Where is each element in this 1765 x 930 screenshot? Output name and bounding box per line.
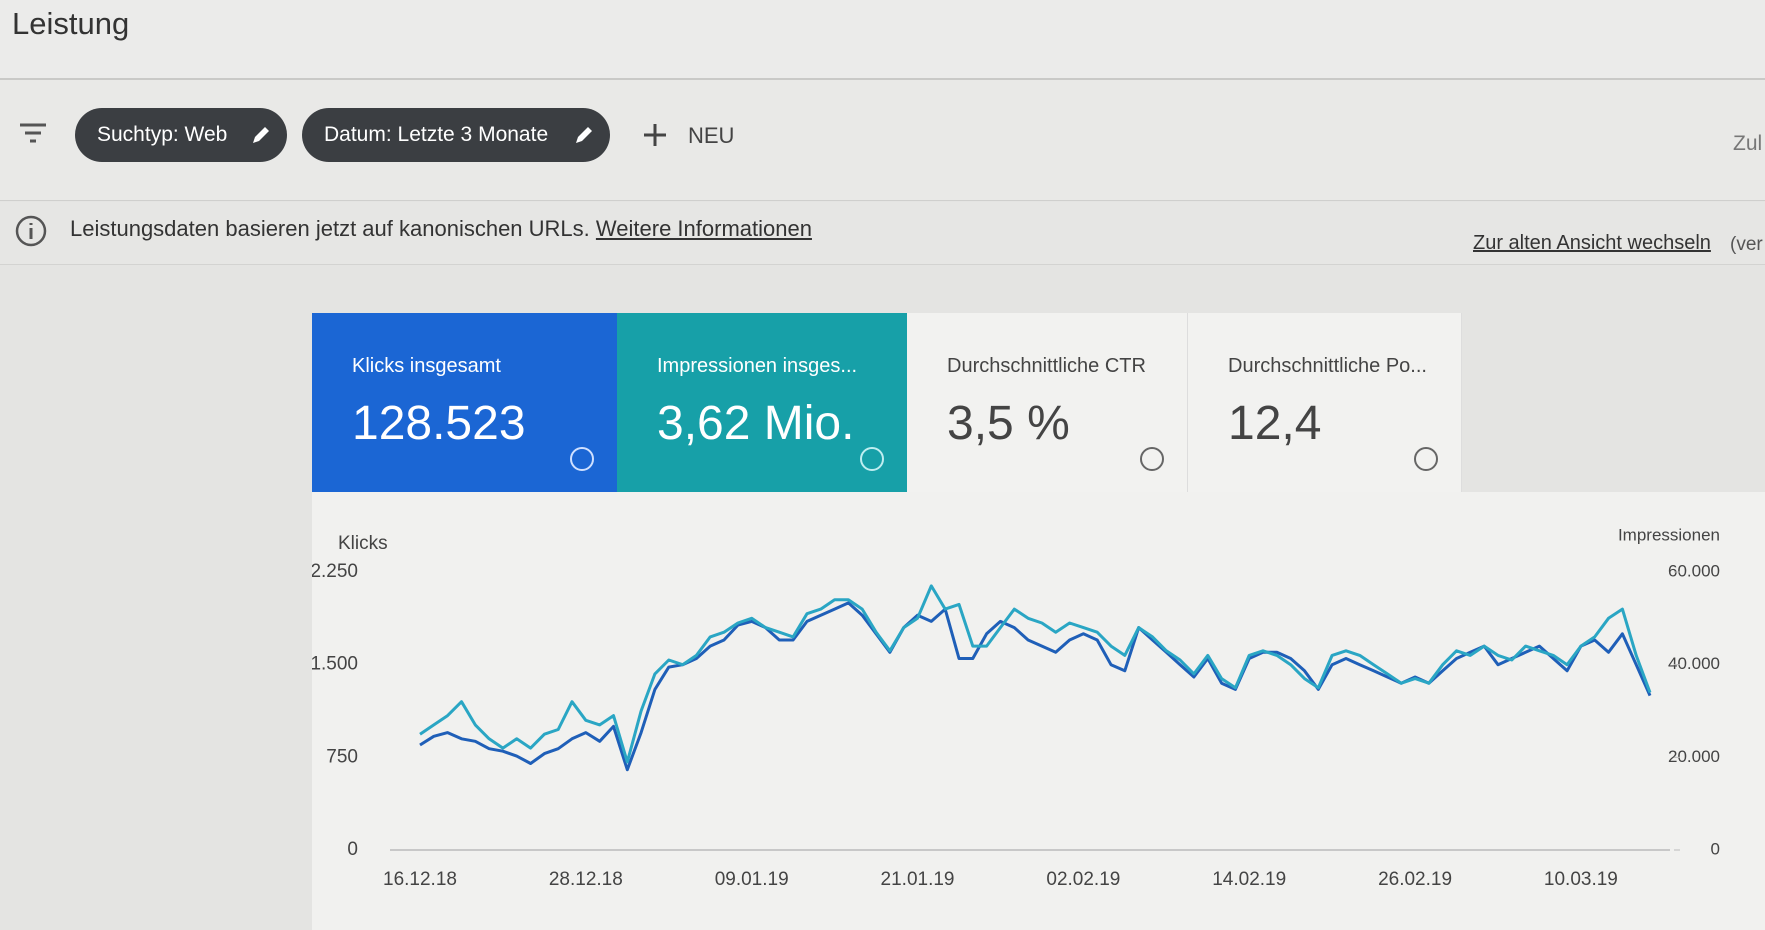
data-line (419, 601, 1652, 772)
x-tick-label: 21.01.19 (881, 869, 955, 890)
x-tick-label: 02.02.19 (1046, 869, 1120, 890)
metric-label: Durchschnittliche Po... (1228, 355, 1427, 377)
info-icon (15, 215, 47, 247)
notice-text: Leistungsdaten basieren jetzt auf kanoni… (70, 216, 812, 242)
metric-value: 3,5 % (947, 397, 1070, 450)
x-tick-label: 26.02.19 (1378, 869, 1452, 890)
cropped-text: (ver (1730, 234, 1763, 255)
metric-card[interactable]: Durchschnittliche Po... 12,4 (1188, 313, 1462, 492)
header-bar: Leistung (0, 0, 1765, 80)
help-icon[interactable] (859, 446, 885, 472)
x-tick-label: 14.02.19 (1212, 869, 1286, 890)
y-tick-label: 750 (326, 746, 358, 767)
metric-value: 12,4 (1228, 397, 1322, 450)
metric-label: Durchschnittliche CTR (947, 355, 1146, 377)
y-tick-label: 1.500 (312, 654, 358, 675)
y2-axis-title: Impressionen (1618, 525, 1720, 544)
metric-card[interactable]: Durchschnittliche CTR 3,5 % (907, 313, 1188, 492)
help-icon[interactable] (1413, 446, 1439, 472)
y2-tick-label: 60.000 (1668, 561, 1720, 580)
filter-chip[interactable]: Datum: Letzte 3 Monate (302, 108, 610, 162)
filter-row: Suchtyp: Web Datum: Letzte 3 Monate NEU … (0, 80, 1765, 201)
new-filter[interactable]: NEU (688, 123, 735, 148)
notice-bar: Leistungsdaten basieren jetzt auf kanoni… (0, 202, 1765, 265)
filter-chip[interactable]: Suchtyp: Web (75, 108, 287, 162)
cropped-text: Zul (1733, 132, 1763, 155)
metric-label: Klicks insgesamt (352, 355, 501, 377)
x-tick-label: 10.03.19 (1544, 869, 1618, 890)
help-icon[interactable] (1139, 446, 1165, 472)
edit-icon (576, 127, 592, 143)
help-icon[interactable] (569, 446, 595, 472)
add-icon[interactable] (642, 122, 668, 148)
y-tick-label: 0 (347, 839, 358, 860)
info-link[interactable]: Weitere Informationen (595, 216, 812, 241)
y-axis-title: Klicks (338, 533, 388, 554)
chip-label: Datum: Letzte 3 Monate (324, 123, 549, 146)
page-title: Leistung (12, 6, 130, 41)
chip-label: Suchtyp: Web (97, 123, 228, 146)
chart: Klicks Impressionen 0 750 1.500 2.250 0 20.00… (312, 525, 1720, 890)
metric-value: 3,62 Mio. (657, 397, 855, 450)
chart-panel: Klicks Impressionen 0 750 1.500 2.250 0 20.00… (312, 492, 1765, 930)
switch-view-link[interactable]: Zur alten Ansicht wechseln (1473, 232, 1711, 254)
y2-tick-label: 40.000 (1668, 654, 1720, 673)
y-tick-label: 2.250 (312, 561, 358, 582)
x-tick-label: 16.12.18 (383, 869, 457, 890)
metric-value: 128.523 (352, 397, 526, 450)
data-line (419, 584, 1652, 764)
metric-card[interactable]: Klicks insgesamt 128.523 (312, 313, 617, 492)
filter-icon[interactable] (18, 122, 48, 146)
metric-label: Impressionen insges... (657, 355, 858, 377)
notice-message: Leistungsdaten basieren jetzt auf kanoni… (70, 216, 590, 241)
y2-tick-label: 0 (1711, 839, 1720, 858)
x-tick-label: 09.01.19 (715, 869, 789, 890)
x-tick-label: 28.12.18 (549, 869, 623, 890)
y2-tick-label: 20.000 (1668, 747, 1720, 766)
metric-card[interactable]: Impressionen insges... 3,62 Mio. (617, 313, 907, 492)
edit-icon (253, 127, 269, 143)
